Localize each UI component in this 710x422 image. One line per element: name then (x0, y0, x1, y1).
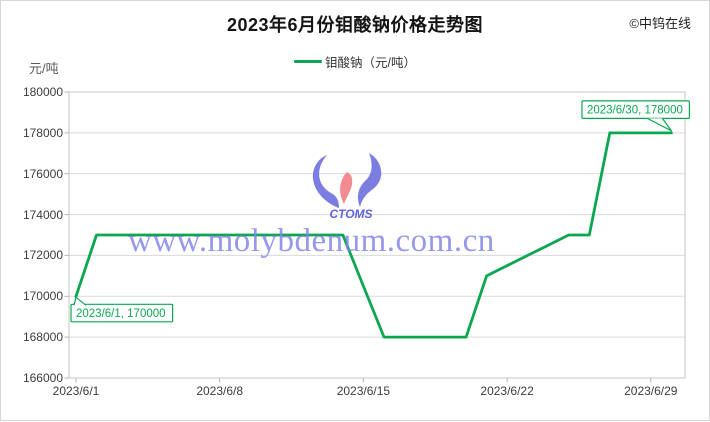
price-line-series (74, 131, 673, 339)
annotation-text: 2023/6/30, 178000 (587, 105, 683, 117)
logo-middle-petal (340, 172, 353, 204)
annotation-callout-tail (647, 117, 672, 132)
annotation-callout-box (70, 303, 174, 323)
ctoms-logo-text: CTOMS (329, 207, 372, 221)
x-axis-tick-label: 2023/6/8 (196, 384, 244, 398)
y-axis-tick-label: 174000 (22, 207, 63, 222)
annotation-callout-tail (73, 296, 87, 306)
y-axis-unit-label: 元/吨 (29, 61, 59, 76)
copyright-label: ©中钨在线 (629, 16, 691, 31)
x-axis-tick-label: 2023/6/15 (336, 384, 391, 398)
y-axis-tick-label: 172000 (22, 248, 63, 263)
grid-layer (64, 91, 686, 383)
legend-line-swatch (294, 60, 322, 63)
legend-label: 钼酸钠（元/吨） (325, 56, 416, 70)
x-axis-tick-label: 2023/6/29 (624, 384, 678, 398)
annotation-text: 2023/6/1, 170000 (76, 308, 166, 320)
chart-title: 2023年6月份钼酸钠价格走势图 (226, 15, 484, 35)
y-axis-tick-label: 166000 (22, 371, 63, 385)
x-axis-tick-label: 2023/6/22 (480, 384, 534, 398)
y-axis-tick-label: 170000 (22, 289, 63, 304)
x-axis-tick-label: 2023/6/1 (52, 384, 100, 398)
y-axis-tick-label: 168000 (22, 330, 63, 345)
y-axis-tick-label: 180000 (22, 85, 63, 99)
watermark-url: www.molybdenum.com.cn (128, 223, 495, 259)
ctoms-logo: CTOMS (312, 153, 382, 221)
y-axis-tick-label: 176000 (22, 166, 63, 181)
y-axis-tick-label: 178000 (22, 125, 63, 140)
plot-border (68, 91, 686, 379)
logo-left-petal (312, 155, 339, 208)
annotation-layer: 2023/6/1, 170000 2023/6/30, 178000 (70, 100, 691, 323)
annotation-callout-box (581, 100, 691, 120)
legend: 钼酸钠（元/吨） (1, 52, 709, 71)
logo-right-petal (357, 153, 382, 207)
